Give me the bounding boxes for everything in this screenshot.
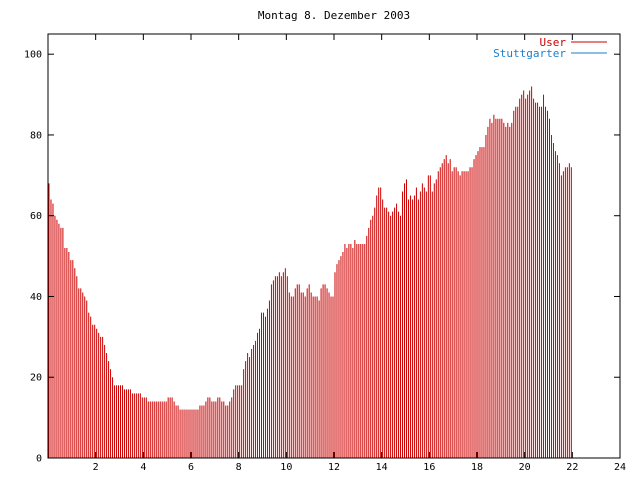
x-tick-label: 10 (280, 462, 292, 473)
x-tick-label: 2 (93, 462, 99, 473)
x-tick-label: 14 (376, 462, 388, 473)
bars-layer (48, 86, 572, 458)
x-tick-label: 6 (188, 462, 194, 473)
x-tick-label: 24 (614, 462, 626, 473)
y-tick-label: 20 (30, 373, 42, 384)
plot-frame (47, 33, 621, 459)
x-tick-label: 12 (328, 462, 340, 473)
x-tick-label: 18 (471, 462, 483, 473)
x-tick-label: 20 (519, 462, 531, 473)
x-tick-label: 22 (566, 462, 578, 473)
x-tick-label: 16 (423, 462, 435, 473)
y-tick-label: 80 (30, 130, 42, 141)
series-0 (48, 86, 572, 458)
y-tick-label: 0 (36, 454, 42, 465)
x-tick-label: 8 (236, 462, 242, 473)
legend: User Stuttgarter (493, 36, 607, 60)
y-tick-label: 100 (24, 50, 42, 61)
x-tick-label: 4 (140, 462, 146, 473)
y-tick-label: 40 (30, 292, 42, 303)
legend-label-user: User (540, 36, 567, 49)
chart-title: Montag 8. Dezember 2003 (258, 9, 410, 22)
legend-label-stuttgarter: Stuttgarter (493, 47, 566, 60)
y-tick-label: 60 (30, 211, 42, 222)
